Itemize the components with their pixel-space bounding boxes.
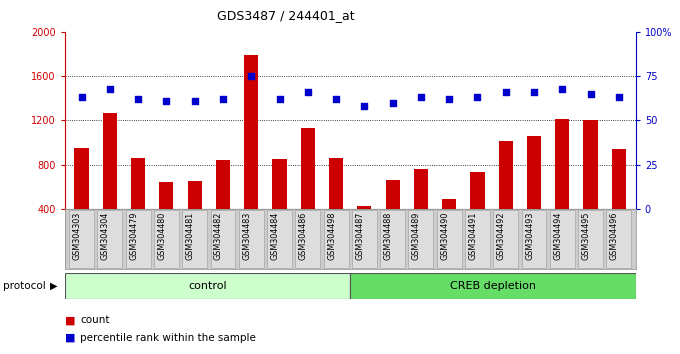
Bar bbox=[75, 148, 88, 209]
Bar bbox=[583, 120, 598, 209]
Point bbox=[76, 95, 87, 100]
Text: GSM304487: GSM304487 bbox=[356, 211, 364, 259]
Bar bbox=[612, 149, 626, 209]
Text: percentile rank within the sample: percentile rank within the sample bbox=[80, 333, 256, 343]
Text: GSM304493: GSM304493 bbox=[525, 211, 534, 259]
FancyBboxPatch shape bbox=[295, 210, 320, 268]
Text: GSM304479: GSM304479 bbox=[129, 211, 138, 260]
Text: count: count bbox=[80, 315, 109, 325]
Point bbox=[415, 95, 426, 100]
Point bbox=[133, 96, 143, 102]
Text: control: control bbox=[188, 281, 226, 291]
Bar bbox=[555, 119, 569, 209]
Point bbox=[330, 96, 341, 102]
FancyBboxPatch shape bbox=[97, 210, 122, 268]
Text: GSM304488: GSM304488 bbox=[384, 211, 392, 259]
Bar bbox=[188, 181, 202, 209]
Point bbox=[444, 96, 455, 102]
Text: GSM304498: GSM304498 bbox=[327, 211, 336, 259]
Bar bbox=[498, 141, 513, 209]
Text: GSM304303: GSM304303 bbox=[73, 211, 82, 259]
FancyBboxPatch shape bbox=[437, 210, 462, 268]
Bar bbox=[357, 206, 371, 209]
Text: GSM304482: GSM304482 bbox=[214, 211, 223, 259]
Bar bbox=[103, 113, 117, 209]
FancyBboxPatch shape bbox=[126, 210, 150, 268]
FancyBboxPatch shape bbox=[409, 210, 433, 268]
Point bbox=[245, 73, 256, 79]
Text: CREB depletion: CREB depletion bbox=[450, 281, 536, 291]
Text: GSM304480: GSM304480 bbox=[157, 211, 167, 259]
Text: GSM304483: GSM304483 bbox=[242, 211, 251, 259]
Point bbox=[528, 89, 539, 95]
FancyBboxPatch shape bbox=[352, 210, 377, 268]
Point bbox=[500, 89, 511, 95]
Point bbox=[613, 95, 624, 100]
FancyBboxPatch shape bbox=[324, 210, 349, 268]
Bar bbox=[131, 158, 146, 209]
Bar bbox=[301, 128, 315, 209]
Bar bbox=[386, 180, 400, 209]
Point bbox=[274, 96, 285, 102]
Bar bbox=[527, 136, 541, 209]
Text: protocol: protocol bbox=[3, 281, 46, 291]
Text: GSM304496: GSM304496 bbox=[610, 211, 619, 259]
Text: ▶: ▶ bbox=[50, 281, 57, 291]
FancyBboxPatch shape bbox=[182, 210, 207, 268]
Text: ■: ■ bbox=[65, 333, 75, 343]
FancyBboxPatch shape bbox=[239, 210, 264, 268]
FancyBboxPatch shape bbox=[465, 210, 490, 268]
FancyBboxPatch shape bbox=[267, 210, 292, 268]
Text: GSM304494: GSM304494 bbox=[554, 211, 562, 259]
Point bbox=[218, 96, 228, 102]
FancyBboxPatch shape bbox=[65, 273, 350, 299]
Text: GSM304304: GSM304304 bbox=[101, 211, 110, 259]
Text: ■: ■ bbox=[65, 315, 75, 325]
Point bbox=[387, 100, 398, 105]
FancyBboxPatch shape bbox=[522, 210, 547, 268]
Text: GSM304491: GSM304491 bbox=[469, 211, 477, 259]
Bar bbox=[244, 55, 258, 209]
FancyBboxPatch shape bbox=[550, 210, 575, 268]
Point bbox=[557, 86, 568, 91]
Bar bbox=[442, 199, 456, 209]
Text: GSM304490: GSM304490 bbox=[440, 211, 449, 259]
Text: GDS3487 / 244401_at: GDS3487 / 244401_at bbox=[217, 9, 354, 22]
Text: GSM304484: GSM304484 bbox=[271, 211, 279, 259]
Bar bbox=[216, 160, 230, 209]
Point bbox=[105, 86, 116, 91]
Bar bbox=[273, 159, 286, 209]
Text: GSM304495: GSM304495 bbox=[581, 211, 590, 260]
FancyBboxPatch shape bbox=[69, 210, 94, 268]
Text: GSM304481: GSM304481 bbox=[186, 211, 194, 259]
FancyBboxPatch shape bbox=[380, 210, 405, 268]
FancyBboxPatch shape bbox=[350, 273, 636, 299]
Point bbox=[359, 103, 370, 109]
Point bbox=[303, 89, 313, 95]
Text: GSM304492: GSM304492 bbox=[496, 211, 506, 260]
Point bbox=[161, 98, 172, 104]
FancyBboxPatch shape bbox=[607, 210, 631, 268]
Bar bbox=[329, 158, 343, 209]
Text: GSM304489: GSM304489 bbox=[412, 211, 421, 259]
Point bbox=[585, 91, 596, 97]
Point bbox=[472, 95, 483, 100]
Bar bbox=[159, 182, 173, 209]
Bar bbox=[414, 169, 428, 209]
FancyBboxPatch shape bbox=[211, 210, 235, 268]
Text: GSM304486: GSM304486 bbox=[299, 211, 308, 259]
FancyBboxPatch shape bbox=[154, 210, 179, 268]
FancyBboxPatch shape bbox=[578, 210, 603, 268]
Bar bbox=[471, 172, 485, 209]
Point bbox=[189, 98, 200, 104]
FancyBboxPatch shape bbox=[493, 210, 518, 268]
